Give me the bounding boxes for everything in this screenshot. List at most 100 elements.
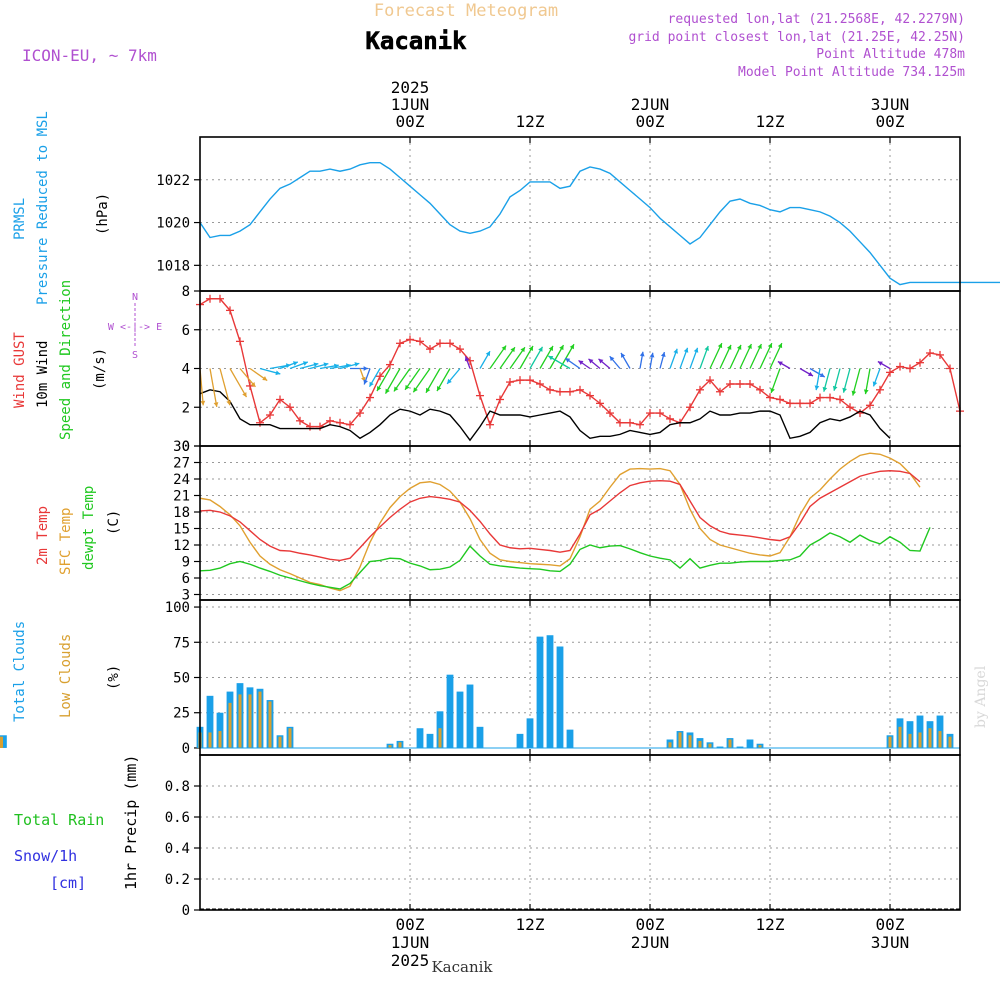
wind-arrow-head	[363, 379, 368, 385]
wind-arrow	[209, 368, 218, 408]
clouds-panel: 0 25 50 75 100	[0, 600, 960, 757]
top-time-label: 12Z	[516, 112, 545, 131]
wind-arrow-head	[649, 352, 655, 358]
wind-arrow-head	[704, 345, 709, 351]
wind-arrow-head	[807, 371, 813, 376]
chart-panels: 1018102010220246836912151821242730025507…	[0, 136, 1000, 919]
wind-arrow-head	[747, 344, 752, 350]
low-cloud-bar	[208, 732, 212, 748]
pressure-ytick-label: 1022	[156, 173, 190, 189]
wind-arrow-head	[777, 343, 783, 349]
total-cloud-bar	[556, 646, 564, 748]
station-title: Kacanik	[365, 27, 467, 55]
wind-arrow-head	[250, 381, 256, 387]
precip-ytick-label: 0.8	[165, 779, 190, 795]
low-cloud-bar	[948, 736, 952, 748]
wind-arrow-head	[717, 343, 723, 349]
total-cloud-bar	[456, 691, 464, 748]
top-time-label: 00Z	[876, 112, 905, 131]
total-cloud-bar	[216, 712, 224, 748]
precip-panel-labels: Total Rain Snow/1h [cm] 1hr Precip (mm)	[14, 755, 140, 892]
panel-frame	[199, 136, 961, 292]
compass-south: S	[132, 350, 138, 361]
low-cloud-bar	[678, 732, 682, 748]
wind-arrow-head	[609, 356, 615, 362]
total-cloud-bar	[446, 674, 454, 748]
precip-unit: 1hr Precip (mm)	[122, 755, 140, 890]
dewpt-line	[199, 527, 931, 590]
total-cloud-bar	[416, 728, 424, 748]
wind-arrow-head	[757, 344, 762, 350]
total-cloud-bar	[716, 746, 724, 748]
point-altitude: Point Altitude 478m	[816, 47, 965, 62]
clouds-ytick-label: 100	[165, 600, 190, 616]
top-time-label: 2025	[391, 78, 430, 97]
temperature-ytick-label: 21	[173, 489, 190, 505]
wind-ytick-label: 2	[182, 400, 190, 416]
requested-coords: requested lon,lat (21.2568E, 42.2279N)	[668, 12, 965, 27]
wind-arrow-head	[842, 387, 847, 393]
wind-arrow-head	[538, 346, 543, 352]
clouds-ytick-label: 50	[173, 671, 190, 687]
bottom-time-label: 3JUN	[871, 933, 910, 952]
precip-panel: 0 0.2 0.4 0.6 0.8	[165, 755, 960, 919]
total-cloud-bar	[206, 695, 214, 748]
wind-arrow-head	[569, 344, 574, 350]
total-cloud-bar	[0, 735, 7, 748]
wind-arrow-head	[405, 384, 410, 390]
wind-arrow-head	[598, 358, 604, 364]
panel-frame	[199, 754, 961, 911]
wind-arrow-head	[213, 402, 219, 407]
low-cloud-bar	[258, 691, 262, 748]
wind-arrow	[425, 368, 441, 394]
total-cloud-bar	[546, 635, 554, 748]
wind-arrow	[219, 368, 231, 406]
wind-arrow-head	[510, 347, 515, 353]
precip-ytick-label: 0.2	[165, 872, 190, 888]
wind-arrow-head	[354, 362, 360, 367]
snow-label: Snow/1h	[14, 847, 77, 865]
clouds-unit: (%)	[106, 665, 122, 690]
wind-arrow-head	[292, 361, 298, 366]
wind-arrow-head	[578, 360, 584, 365]
t2m-label: 2m Temp	[35, 506, 51, 565]
wind-arrow-head	[851, 390, 857, 396]
t2m-line	[199, 470, 921, 562]
compass-north: N	[132, 292, 138, 303]
temperature-ytick-label: 27	[173, 456, 190, 472]
wind-arrow-head	[501, 345, 507, 351]
top-time-label: 12Z	[756, 112, 785, 131]
pressure-ytick-label: 1020	[156, 216, 190, 232]
wind-arrow-head	[767, 343, 773, 349]
low-cloud-bar	[688, 735, 692, 748]
wind-panel-labels: Wind GUST 10m Wind Speed and Direction (…	[12, 280, 162, 440]
wind-arrow	[229, 368, 248, 398]
total-rain-label: Total Rain	[14, 811, 104, 829]
wind-10m-line	[199, 389, 891, 442]
wind-arrow	[759, 342, 773, 369]
wind-arrow-head	[863, 389, 869, 395]
sfc-temp-line	[199, 452, 921, 592]
low-cloud-bar	[888, 736, 892, 748]
top-time-label: 00Z	[396, 112, 425, 131]
low-cloud-bar	[908, 733, 912, 748]
temperature-ytick-label: 15	[173, 522, 190, 538]
wind-arrow	[739, 343, 752, 369]
wind-arrow-head	[621, 352, 626, 358]
total-cloud-bar	[916, 715, 924, 748]
wind-arrow-head	[393, 386, 399, 392]
wind-ytick-label: 6	[182, 323, 190, 339]
low-cloud-bar	[438, 728, 442, 748]
wind-arrow-head	[693, 347, 699, 353]
low-cloud-bar	[398, 742, 402, 748]
pressure-panel-labels: PRMSL Pressure Reduced to MSL (hPa)	[12, 111, 111, 305]
wind-arrow-head	[770, 387, 775, 393]
dewpt-label: dewpt Temp	[81, 486, 97, 570]
total-cloud-bar	[736, 746, 744, 748]
wind-arrow	[412, 368, 431, 393]
low-cloud-bar	[288, 728, 292, 748]
low-clouds-label: Low Clouds	[58, 634, 74, 718]
tsfc-label: SFC Temp	[58, 508, 74, 575]
pressure-msl-label: Pressure Reduced to MSL	[35, 111, 51, 305]
